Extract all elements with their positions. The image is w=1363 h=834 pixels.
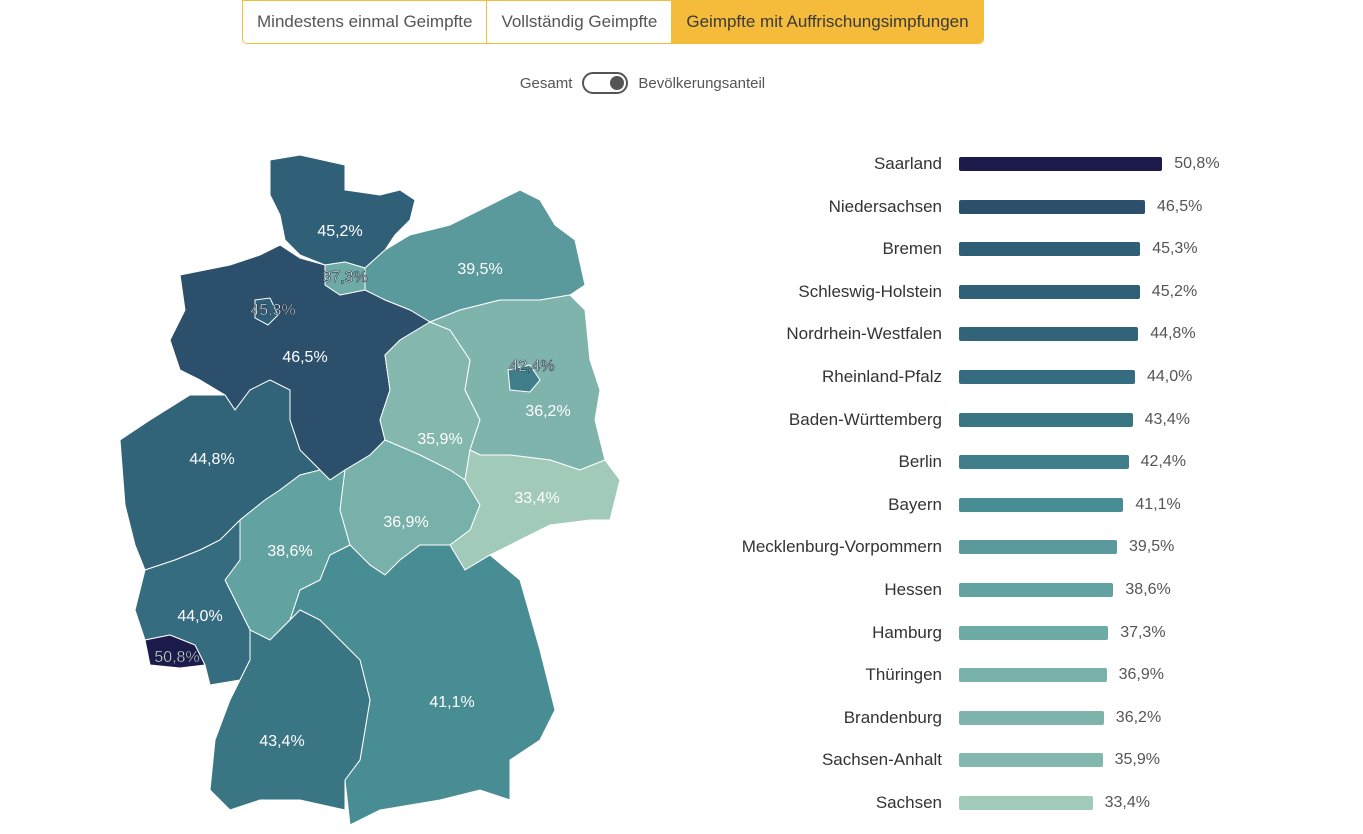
bar-row-niedersachsen: Niedersachsen 46,5% [700, 196, 1203, 217]
bar-label: Hessen [884, 580, 942, 599]
bar-value: 37,3% [1120, 623, 1166, 641]
bar-label: Sachsen-Anhalt [821, 750, 942, 770]
map-label-rheinland-pfalz: 44,0% [177, 608, 222, 625]
toggle-right-label[interactable]: Bevölkerungsanteil [638, 74, 766, 92]
map-state-saarland[interactable] [144, 634, 206, 669]
bar-row-sachsen: Sachsen 33,4% [700, 793, 1150, 813]
bar-value: 36,9% [1118, 666, 1164, 684]
bar [959, 497, 1124, 512]
map-label-niedersachsen: 46,5% [282, 349, 327, 366]
bar-row-bayern: Bayern 41,1% [700, 495, 1181, 515]
bar-row-brandenburg: Brandenburg 36,2% [700, 708, 1161, 728]
bar-label: Schleswig-Holstein [798, 281, 942, 301]
map-label-berlin: 42,4% [509, 358, 554, 375]
bar-row-saarland: Saarland 50,8% [700, 154, 1220, 174]
bar-label: Hamburg [872, 622, 942, 642]
bar-row-rheinland-pfalz: Rheinland-Pfalz 44,0% [700, 367, 1192, 387]
bar-value: 38,6% [1125, 581, 1171, 598]
toggle-left-label[interactable]: Gesamt [519, 74, 573, 92]
map-label-nordrhein-westfalen: 44,8% [189, 451, 234, 468]
bar-label: Bayern [888, 494, 942, 514]
bar-row-schleswig-holstein: Schleswig-Holstein 45,2% [700, 282, 1197, 302]
bar [959, 455, 1129, 470]
bar-value: 43,4% [1144, 410, 1190, 428]
bar-label: Brandenburg [843, 707, 942, 727]
bar-value: 36,2% [1115, 708, 1162, 726]
bar [959, 668, 1107, 683]
bar-row-thueringen: Thüringen 36,9% [700, 665, 1164, 685]
bar-label: Nordrhein-Westfalen [786, 324, 942, 344]
bar-label: Thüringen [865, 665, 942, 685]
bar-label: Berlin [898, 452, 942, 472]
bar-row-baden-wuerttemberg: Baden-Württemberg 43,4% [700, 410, 1190, 430]
bar [959, 753, 1103, 768]
map-state-hamburg[interactable] [324, 261, 366, 296]
map-label-hessen: 38,6% [267, 543, 312, 560]
map-label-sachsen-anhalt: 35,9% [417, 431, 462, 448]
bar-row-hamburg: Hamburg 37,3% [700, 622, 1166, 643]
tab-3[interactable]: Geimpfte mit Auffrischungsimpfungen [672, 1, 983, 43]
bar-value: 45,2% [1151, 282, 1198, 300]
tab-2[interactable]: Vollständig Geimpfte [487, 1, 673, 43]
bar-label: Saarland [873, 154, 942, 173]
bar-label: Niedersachsen [828, 196, 942, 216]
bar-value: 44,0% [1147, 368, 1193, 385]
map-label-bayern: 41,1% [429, 694, 474, 711]
bar [959, 540, 1117, 555]
bar-value: 41,1% [1135, 495, 1181, 513]
bar-value: 42,4% [1140, 453, 1186, 471]
map-label-thueringen: 36,9% [383, 514, 428, 531]
bar [959, 157, 1163, 171]
map-label-baden-wuerttemberg: 43,4% [259, 733, 304, 750]
map-state-bremen[interactable] [254, 297, 279, 326]
bar-value: 45,3% [1152, 240, 1198, 258]
bar-value: 44,8% [1150, 325, 1196, 343]
bar-label: Bremen [882, 239, 942, 259]
bar-label: Rheinland-Pfalz [821, 367, 942, 386]
bar-row-bremen: Bremen 45,3% [700, 239, 1198, 259]
bar [959, 284, 1140, 299]
bar-value: 39,5% [1129, 538, 1175, 556]
bar-row-mecklenburg-vorpommern: Mecklenburg-Vorpommern 39,5% [700, 537, 1175, 557]
bar [959, 796, 1093, 810]
map-label-sachsen: 33,4% [514, 490, 559, 507]
bar-value: 50,8% [1174, 155, 1220, 172]
bar-row-sachsen-anhalt: Sachsen-Anhalt 35,9% [700, 750, 1160, 770]
bar [959, 583, 1114, 597]
bar-label: Mecklenburg-Vorpommern [741, 537, 942, 557]
map-state-sachsen[interactable] [449, 449, 621, 571]
bar [959, 625, 1109, 640]
map-state-baden-wuerttemberg[interactable] [209, 609, 371, 811]
bar [959, 242, 1141, 257]
toggle-switch[interactable] [582, 72, 629, 94]
bar [959, 710, 1104, 725]
bar-row-hessen: Hessen 38,6% [700, 580, 1171, 600]
bar [959, 412, 1133, 427]
toggle-knob [610, 76, 625, 90]
bar-value: 46,5% [1157, 197, 1203, 215]
map-label-mecklenburg-vorpommern: 39,5% [457, 261, 502, 278]
metric-tabs: Mindestens einmal Geimpfte Vollständig Ge… [242, 0, 984, 44]
bar [959, 199, 1145, 214]
map-label-bremen: 45,3% [250, 302, 295, 319]
map-label-brandenburg: 36,2% [525, 403, 570, 420]
bar-label: Baden-Württemberg [788, 409, 942, 429]
bar-value: 33,4% [1104, 794, 1150, 811]
germany-map: 45,2% 39,5% 46,5% 44,8% 38,6% 44,0% 50,8% 35,9%… [119, 154, 621, 826]
map-state-schleswig-holstein[interactable] [269, 154, 416, 269]
display-toggle: Gesamt Bevölkerungsanteil [0, 72, 1285, 94]
bar-value: 35,9% [1114, 751, 1160, 769]
bar-row-nordrhein-westfalen: Nordrhein-Westfalen 44,8% [700, 324, 1196, 344]
bar-row-berlin: Berlin 42,4% [700, 452, 1186, 472]
tab-1[interactable]: Mindestens einmal Geimpfte [243, 1, 488, 43]
map-state-berlin[interactable] [507, 364, 541, 393]
map-label-saarland: 50,8% [154, 649, 199, 666]
map-label-schleswig-holstein: 45,2% [317, 223, 362, 240]
map-label-hamburg: 37,3% [322, 269, 367, 286]
bar [959, 327, 1139, 342]
bar [959, 370, 1135, 384]
bar-label: Sachsen [875, 793, 942, 812]
